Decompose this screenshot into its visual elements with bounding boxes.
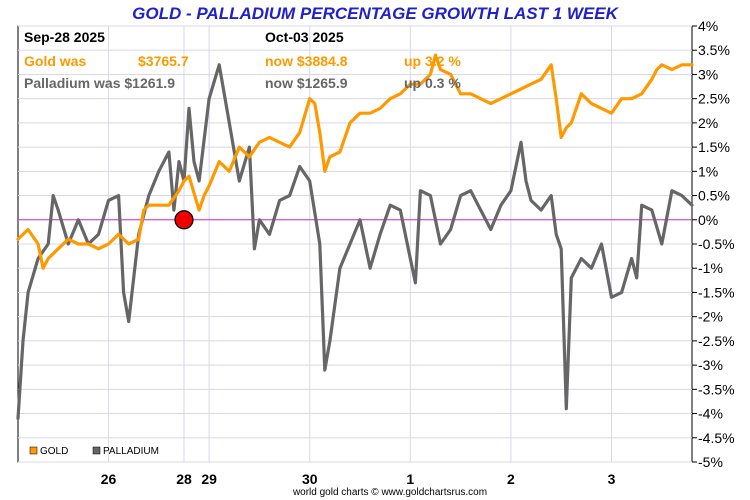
y-tick-label: 3% [698, 66, 718, 82]
x-tick-label: 3 [608, 471, 616, 487]
reference-marker [174, 210, 194, 230]
gold-change: up 3.2 % [404, 53, 461, 69]
y-tick-label: 1.5% [698, 139, 730, 155]
palladium-change: up 0.3 % [404, 75, 461, 91]
y-tick-label: 0% [698, 212, 718, 228]
y-tick-label: -2.5% [698, 333, 735, 349]
series-line-gold [16, 53, 694, 270]
legend-label-palladium: PALLADIUM [103, 446, 159, 457]
y-tick-label: -5% [698, 454, 723, 470]
y-tick-label: 0.5% [698, 188, 730, 204]
y-tick-label: -0.5% [698, 236, 735, 252]
x-tick-label: 26 [101, 471, 117, 487]
legend-swatch-gold [29, 446, 38, 455]
palladium-was: Palladium was $1261.9 [24, 75, 175, 91]
x-tick-label: 29 [201, 471, 217, 487]
start-date: Sep-28 2025 [24, 29, 105, 45]
y-tick-label: -4.5% [698, 430, 735, 446]
y-tick-label: -1.5% [698, 284, 735, 300]
gold-was-label: Gold was [24, 53, 86, 69]
x-axis-ticks: 26 28 29 30 1 2 3 [101, 471, 616, 487]
chart-title: GOLD - PALLADIUM PERCENTAGE GROWTH LAST … [132, 4, 619, 23]
gold-now-price: now $3884.8 [265, 53, 348, 69]
legend-swatch-palladium [92, 446, 101, 455]
gold-was-price: $3765.7 [138, 53, 189, 69]
legend: GOLD PALLADIUM [29, 446, 159, 457]
y-tick-label: 2% [698, 115, 718, 131]
x-tick-label: 1 [406, 471, 414, 487]
x-tick-label: 28 [176, 471, 192, 487]
y-tick-label: -3.5% [698, 381, 735, 397]
y-tick-label: -4% [698, 406, 723, 422]
series-line-palladium [16, 63, 694, 420]
palladium-now-price: now $1265.9 [265, 75, 348, 91]
y-tick-label: 1% [698, 163, 718, 179]
y-tick-label: -2% [698, 309, 723, 325]
footer-credit: world gold charts © www.goldchartsrus.co… [292, 487, 487, 498]
end-date: Oct-03 2025 [265, 29, 344, 45]
y-tick-label: 2.5% [698, 91, 730, 107]
x-tick-label: 2 [507, 471, 515, 487]
x-tick-label: 30 [302, 471, 318, 487]
legend-label-gold: GOLD [40, 446, 68, 457]
y-tick-label: 3.5% [698, 42, 730, 58]
y-tick-label: 4% [698, 18, 718, 34]
y-axis-ticks: 4% 3.5% 3% 2.5% 2% 1.5% 1% 0.5% 0% -0.5% -1% -1.5% -… [692, 18, 735, 470]
y-tick-label: -1% [698, 260, 723, 276]
series-layer [16, 53, 694, 420]
y-tick-label: -3% [698, 357, 723, 373]
